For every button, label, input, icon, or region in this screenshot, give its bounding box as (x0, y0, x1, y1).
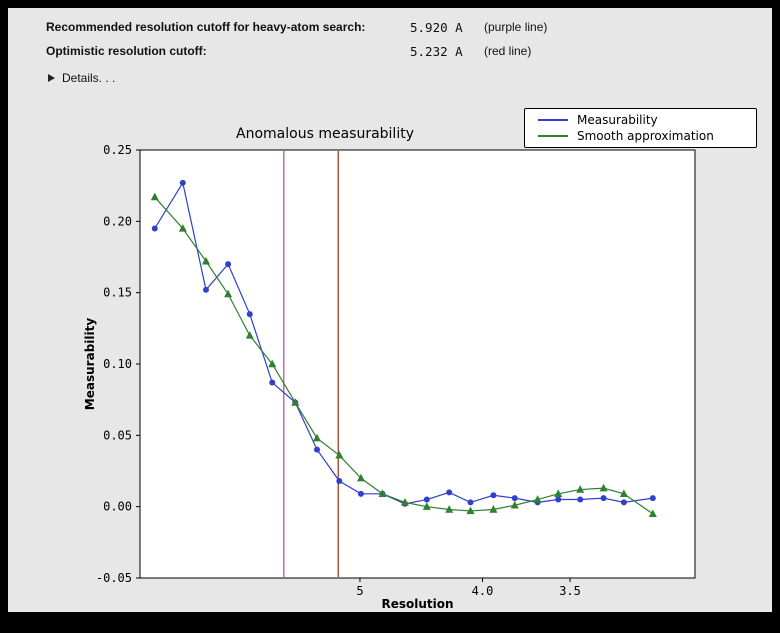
optimistic-cutoff-value: 5.232 A (410, 44, 463, 59)
data-point-triangle (533, 495, 542, 503)
smooth-approximation-line-sample (538, 135, 568, 137)
x-tick-label: 5 (356, 584, 363, 598)
x-tick-label: 4.0 (472, 584, 494, 598)
data-point-circle (225, 261, 232, 268)
data-point-circle (467, 499, 474, 506)
app-panel: Recommended resolution cutoff for heavy-… (8, 8, 772, 612)
data-point-circle (151, 225, 158, 232)
legend-label-smooth-approximation: Smooth approximation (577, 129, 714, 143)
x-axis-label: Resolution (381, 597, 454, 611)
data-point-circle (600, 495, 607, 502)
recommended-cutoff-row: Recommended resolution cutoff for heavy-… (8, 20, 772, 38)
data-point-circle (202, 286, 209, 293)
data-point-triangle (648, 509, 657, 517)
data-point-triangle (422, 502, 431, 510)
legend-label-measurability: Measurability (577, 113, 658, 127)
recommended-cutoff-note: (purple line) (484, 20, 548, 34)
measurability-line-sample (538, 119, 568, 121)
data-point-circle (336, 477, 343, 484)
data-point-triangle (378, 489, 387, 498)
data-point-circle (446, 489, 453, 496)
data-point-circle (314, 446, 321, 453)
plot-area: 0.25 0.20 0.15 0.10 0.05 0.00 -0.05 5 4.0 3.5 (96, 143, 696, 598)
data-point-triangle (224, 289, 233, 298)
data-point-triangle (489, 505, 498, 513)
data-point-circle (555, 496, 562, 503)
data-point-circle (490, 492, 497, 499)
data-point-triangle (554, 489, 563, 498)
data-point-triangle (150, 192, 159, 201)
data-point-circle (577, 496, 584, 503)
y-tick-label: 0.25 (103, 143, 132, 157)
data-point-triangle (356, 473, 365, 482)
disclosure-triangle-icon (48, 74, 55, 82)
data-point-triangle (576, 485, 585, 493)
data-point-triangle (510, 500, 519, 509)
optimistic-cutoff-note: (red line) (484, 44, 532, 58)
data-point-circle (357, 490, 364, 497)
y-tick-label: 0.10 (103, 357, 132, 371)
data-point-circle (620, 499, 627, 506)
data-point-triangle (178, 224, 187, 232)
data-point-triangle (245, 331, 254, 339)
plot-background (139, 149, 696, 579)
y-tick-label: 0.05 (103, 428, 132, 442)
details-label: Details. . . (62, 71, 116, 85)
x-tick-label: 3.5 (559, 584, 581, 598)
data-point-triangle (201, 256, 210, 265)
data-point-triangle (619, 489, 628, 498)
legend-entry-smooth-approximation: Smooth approximation (525, 128, 756, 144)
y-axis-label: Measurability (83, 317, 97, 411)
data-point-triangle (400, 497, 409, 506)
data-point-triangle (466, 506, 475, 515)
recommended-cutoff-value: 5.920 A (410, 20, 463, 35)
data-point-circle (649, 495, 656, 502)
data-point-triangle (599, 483, 608, 492)
y-tick-label: 0.15 (103, 286, 132, 300)
data-point-triangle (445, 505, 454, 513)
optimistic-cutoff-row: Optimistic resolution cutoff: 5.232 A (r… (8, 44, 772, 62)
y-tick-label: -0.05 (96, 571, 132, 585)
legend-entry-measurability: Measurability (525, 112, 756, 128)
data-point-triangle (313, 433, 322, 442)
data-point-triangle (291, 398, 300, 406)
optimistic-cutoff-label: Optimistic resolution cutoff: (46, 44, 207, 58)
data-point-triangle (335, 450, 344, 459)
y-tick-label: 0.20 (103, 214, 132, 228)
data-point-triangle (268, 359, 277, 368)
details-disclosure[interactable]: Details. . . (48, 70, 115, 86)
chart-legend: Measurability Smooth approximation (524, 108, 757, 148)
chart-title: Anomalous measurability (236, 126, 414, 142)
data-point-circle (511, 495, 518, 502)
data-point-circle (179, 179, 186, 186)
recommended-cutoff-label: Recommended resolution cutoff for heavy-… (46, 20, 366, 34)
y-tick-label: 0.00 (103, 500, 132, 514)
data-point-circle (423, 496, 430, 503)
chart-figure: 0.25 0.20 0.15 0.10 0.05 0.00 -0.05 5 4.0 3.5 Ano… (8, 100, 772, 612)
data-point-circle (269, 379, 276, 386)
data-point-circle (246, 311, 253, 318)
